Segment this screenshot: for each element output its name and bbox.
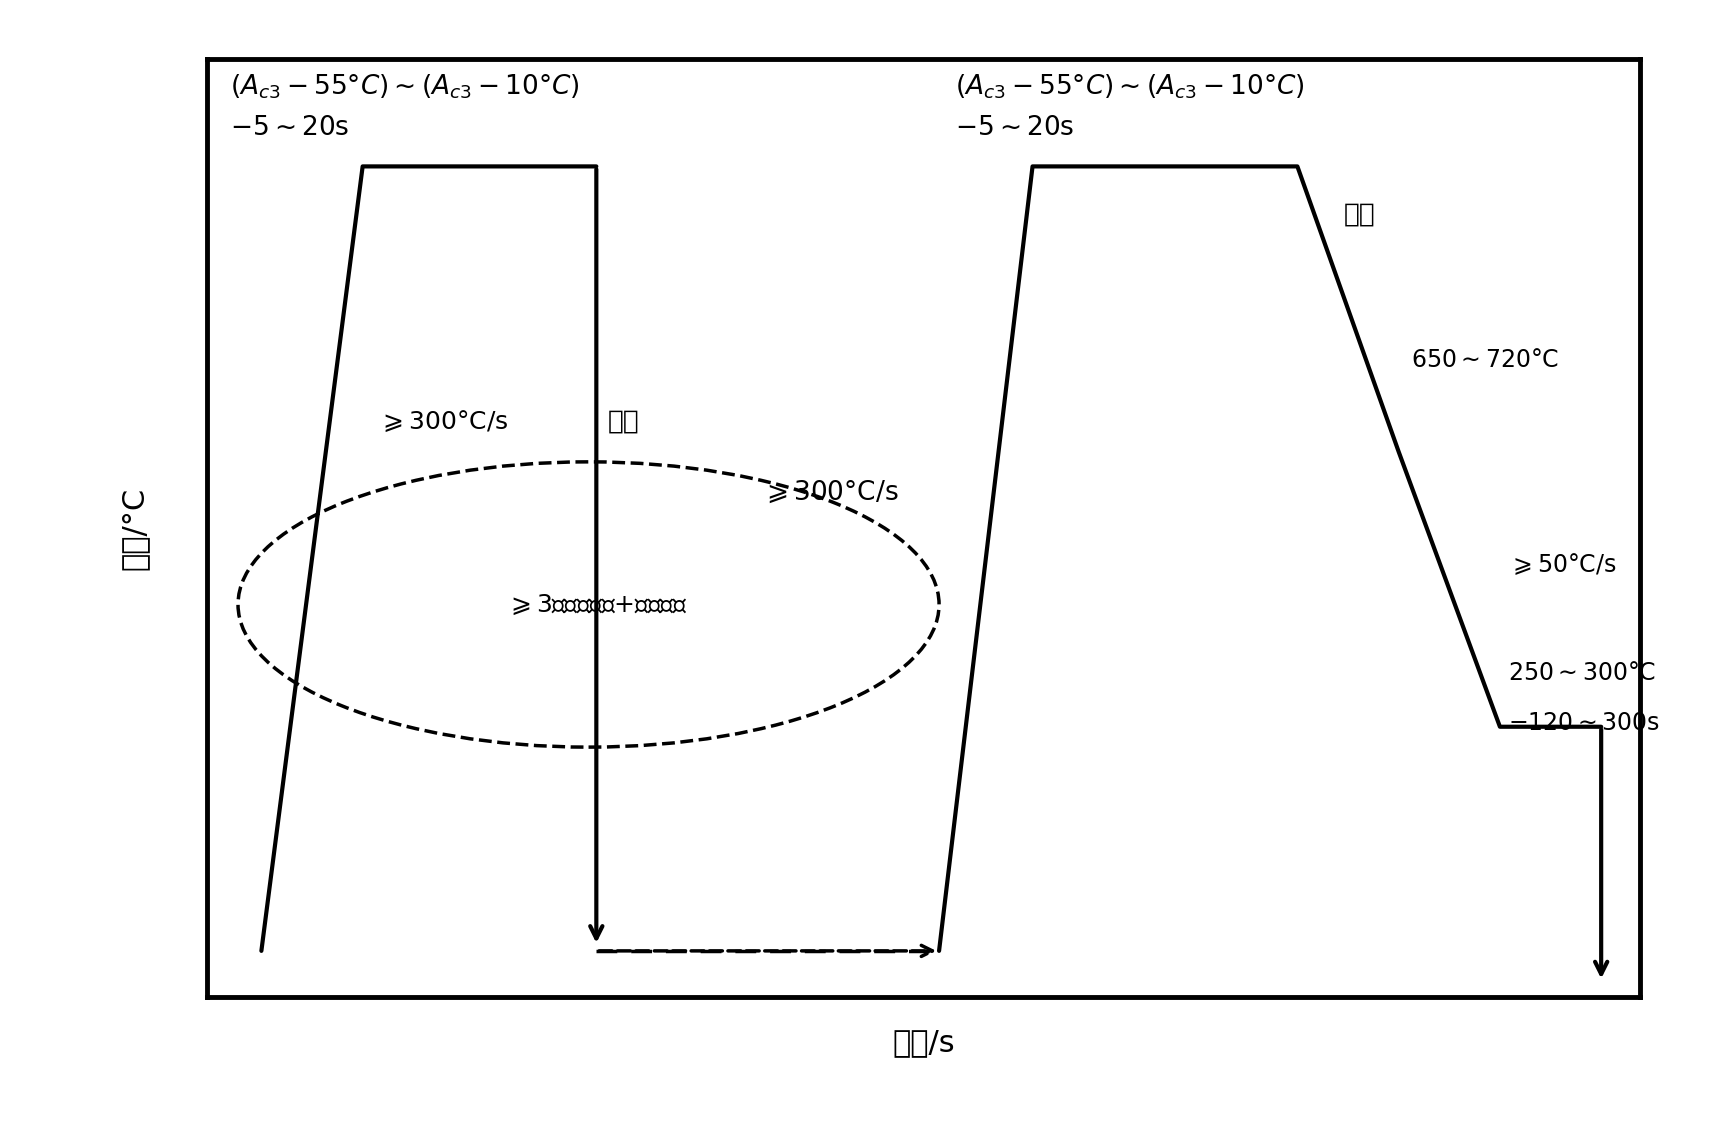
Text: $\geqslant$300$\degree$C/s: $\geqslant$300$\degree$C/s [761, 479, 898, 506]
Text: 时间/s: 时间/s [891, 1028, 955, 1057]
Text: 650$\sim$720$\degree$C: 650$\sim$720$\degree$C [1410, 348, 1559, 372]
Text: $(A_{c3}-55\degree C)\sim(A_{c3}-10\degree C)$: $(A_{c3}-55\degree C)\sim(A_{c3}-10\degr… [230, 72, 580, 101]
Text: $(A_{c3}-55\degree C)\sim(A_{c3}-10\degree C)$: $(A_{c3}-55\degree C)\sim(A_{c3}-10\degr… [953, 72, 1304, 101]
Text: $-5\sim20$s: $-5\sim20$s [230, 115, 349, 142]
Text: 缓冷: 缓冷 [1342, 201, 1375, 228]
Text: $\geqslant$50$\degree$C/s: $\geqslant$50$\degree$C/s [1507, 551, 1616, 576]
Text: $-$120$\sim$300s: $-$120$\sim$300s [1507, 711, 1659, 736]
Text: $\geqslant$3次循环加热+淬火处理: $\geqslant$3次循环加热+淬火处理 [505, 592, 687, 617]
Text: 250$\sim$300$\degree$C: 250$\sim$300$\degree$C [1507, 660, 1656, 685]
Text: $-5\sim20$s: $-5\sim20$s [953, 115, 1073, 142]
Text: 温度/°C: 温度/°C [119, 487, 149, 569]
Text: $\geqslant$300$\degree$C/s: $\geqslant$300$\degree$C/s [377, 409, 509, 434]
Text: 淬火: 淬火 [607, 409, 638, 434]
